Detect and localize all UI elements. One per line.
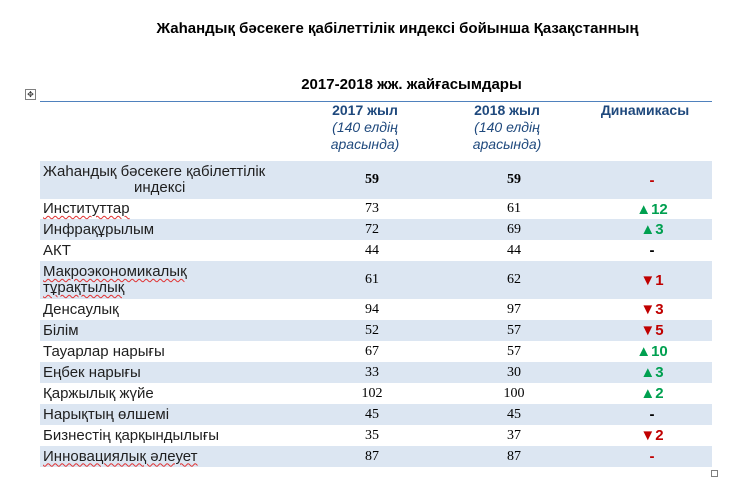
header-2017: 2017 жыл (140 елдің арасында) xyxy=(294,102,436,161)
value-2017: 87 xyxy=(365,448,379,464)
table-move-handle-icon[interactable]: ✥ xyxy=(25,89,36,100)
row-label: Денсаулық xyxy=(43,300,119,318)
table-row: Жаһандық бәсекеге қабілеттілік индексі 5… xyxy=(40,161,712,199)
row-label: Қаржылық жүйе xyxy=(43,384,154,402)
dynamics-value: ▼3 xyxy=(640,301,664,318)
row-label: Бизнестің қарқындылығы xyxy=(43,426,220,444)
table-row: Білім 52 57 ▼5 xyxy=(40,320,712,341)
header-2017-sub1: (140 елдің xyxy=(332,119,398,135)
dynamics-value: - xyxy=(649,242,655,259)
value-2017: 35 xyxy=(365,427,379,443)
value-2018: 97 xyxy=(507,301,521,317)
row-label-line2: тұрақтылық xyxy=(43,279,125,296)
row-label: Тауарлар нарығы xyxy=(43,342,165,360)
title-line-1: Жаһандық бәсекеге қабілеттілік индексі б… xyxy=(156,20,639,37)
table-row: Институттар 73 61 ▲12 xyxy=(40,199,712,219)
dynamics-value: ▼5 xyxy=(640,322,664,339)
value-2017: 44 xyxy=(365,242,379,258)
row-label: Жаһандық бәсекеге қабілеттілік индексі xyxy=(40,164,308,196)
table-row: Бизнестің қарқындылығы 35 37 ▼2 xyxy=(40,425,712,446)
table-header-row: 2017 жыл (140 елдің арасында) 2018 жыл (… xyxy=(40,102,712,161)
row-label: Макроэкономикалық тұрақтылық xyxy=(40,264,308,296)
dynamics-value: ▲10 xyxy=(636,343,668,360)
row-label-line2: индексі xyxy=(134,179,186,196)
dynamics-value: - xyxy=(649,448,655,465)
header-empty-cell xyxy=(40,102,308,161)
value-2018: 59 xyxy=(507,172,521,187)
row-label-line1: Жаһандық бәсекеге қабілеттілік xyxy=(43,163,266,180)
value-2017: 59 xyxy=(365,172,379,187)
table-row: Қаржылық жүйе 102 100 ▲2 xyxy=(40,383,712,404)
header-2018: 2018 жыл (140 елдің арасында) xyxy=(436,102,578,161)
header-2018-sub2: арасында) xyxy=(472,136,542,152)
title-line-2: 2017-2018 жж. жайғасымдары xyxy=(301,76,522,93)
value-2018: 62 xyxy=(507,272,521,287)
row-label: Инфрақұрылым xyxy=(43,220,155,238)
table-row: АКТ 44 44 - xyxy=(40,240,712,261)
row-label: Еңбек нарығы xyxy=(43,363,141,381)
table-row: Инфрақұрылым 72 69 ▲3 xyxy=(40,219,712,240)
dynamics-value: ▲2 xyxy=(640,385,664,402)
row-label-line1: Макроэкономикалық xyxy=(43,263,187,280)
value-2018: 100 xyxy=(503,385,525,401)
table-row: Денсаулық 94 97 ▼3 xyxy=(40,299,712,320)
value-2018: 69 xyxy=(507,221,521,237)
value-2018: 87 xyxy=(507,448,521,464)
value-2017: 45 xyxy=(365,406,379,422)
header-dynamics: Динамикасы xyxy=(600,102,690,118)
table-row: Нарықтың өлшемі 45 45 - xyxy=(40,404,712,425)
value-2018: 30 xyxy=(507,364,521,380)
row-label: Білім xyxy=(43,321,79,339)
dynamics-value: ▲12 xyxy=(636,200,668,218)
value-2018: 44 xyxy=(507,242,521,258)
value-2017: 94 xyxy=(365,301,379,317)
value-2017: 73 xyxy=(365,201,379,216)
table-resize-handle-icon[interactable] xyxy=(711,470,718,477)
header-2018-year: 2018 жыл xyxy=(474,102,540,118)
header-2018-sub1: (140 елдің xyxy=(474,119,540,135)
rankings-table: 2017 жыл (140 елдің арасында) 2018 жыл (… xyxy=(40,101,712,467)
table-row: Инновациялық әлеует 87 87 - xyxy=(40,446,712,467)
value-2017: 102 xyxy=(361,385,383,401)
table-row: Тауарлар нарығы 67 57 ▲10 xyxy=(40,341,712,362)
value-2018: 61 xyxy=(507,201,521,216)
dynamics-value: ▼1 xyxy=(640,271,664,289)
dynamics-value: ▼2 xyxy=(640,427,664,444)
value-2017: 67 xyxy=(365,343,379,359)
value-2017: 33 xyxy=(365,364,379,380)
value-2017: 61 xyxy=(365,272,379,287)
value-2017: 72 xyxy=(365,221,379,237)
value-2018: 37 xyxy=(507,427,521,443)
dynamics-value: ▲3 xyxy=(640,364,664,381)
dynamics-value: ▲3 xyxy=(640,221,664,238)
dynamics-value: - xyxy=(649,171,655,189)
value-2018: 45 xyxy=(507,406,521,422)
table-row: Макроэкономикалық тұрақтылық 61 62 ▼1 xyxy=(40,261,712,299)
header-2017-year: 2017 жыл xyxy=(332,102,398,118)
row-label: Институттар xyxy=(43,200,130,217)
table-row: Еңбек нарығы 33 30 ▲3 xyxy=(40,362,712,383)
value-2017: 52 xyxy=(365,322,379,338)
row-label: Инновациялық әлеует xyxy=(43,447,198,465)
dynamics-value: - xyxy=(649,406,655,423)
value-2018: 57 xyxy=(507,343,521,359)
row-label: АКТ xyxy=(43,241,71,259)
row-label: Нарықтың өлшемі xyxy=(43,405,170,423)
value-2018: 57 xyxy=(507,322,521,338)
header-2017-sub2: арасында) xyxy=(330,136,400,152)
